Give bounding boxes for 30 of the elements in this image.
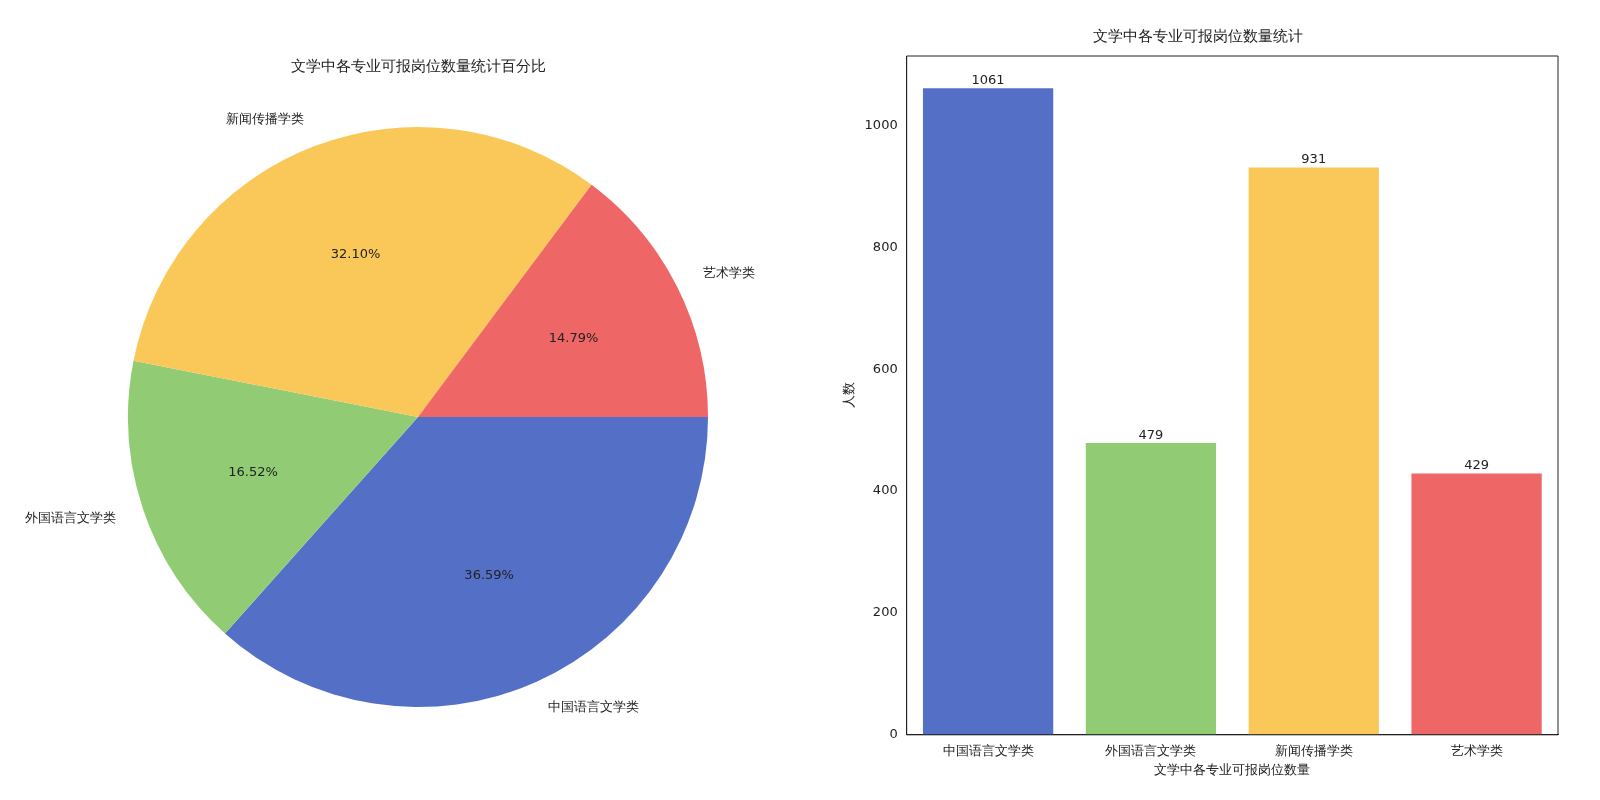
y-tick-label: 1000	[864, 116, 898, 132]
chart-title: 文学中各专业可报岗位数量统计百分比	[290, 56, 546, 75]
x-tick-label: 艺术学类	[1450, 742, 1503, 758]
data-label: 931	[1301, 151, 1327, 167]
data-label: 36.59%	[464, 567, 514, 583]
data-label: 479	[1138, 426, 1164, 442]
chart-title: 文学中各专业可报岗位数量统计	[1093, 26, 1303, 45]
data-label: 32.10%	[330, 245, 381, 261]
slice-label: 新闻传播学类	[225, 110, 304, 126]
y-tick-label: 200	[872, 604, 898, 620]
slice-label: 外国语言文学类	[24, 509, 116, 525]
bar	[1085, 442, 1217, 735]
bar	[1248, 167, 1379, 735]
y-axis-title: 人数	[841, 382, 857, 409]
x-tick-label: 中国语言文学类	[942, 742, 1034, 758]
data-label: 14.79%	[548, 330, 599, 346]
x-axis-title: 文学中各专业可报岗位数量	[1154, 761, 1311, 777]
data-label: 1061	[971, 72, 1005, 88]
bar	[1411, 473, 1542, 735]
y-tick-label: 800	[872, 238, 898, 254]
slice-label: 中国语言文学类	[548, 699, 640, 715]
bar	[922, 88, 1054, 735]
y-tick-label: 0	[889, 726, 898, 742]
x-tick-label: 新闻传播学类	[1274, 742, 1353, 758]
y-tick-label: 400	[872, 482, 898, 498]
data-label: 429	[1464, 457, 1489, 473]
data-label: 16.52%	[228, 463, 278, 479]
slice-label: 艺术学类	[703, 265, 756, 281]
x-tick-label: 外国语言文学类	[1105, 742, 1197, 758]
y-tick-label: 600	[872, 360, 898, 376]
